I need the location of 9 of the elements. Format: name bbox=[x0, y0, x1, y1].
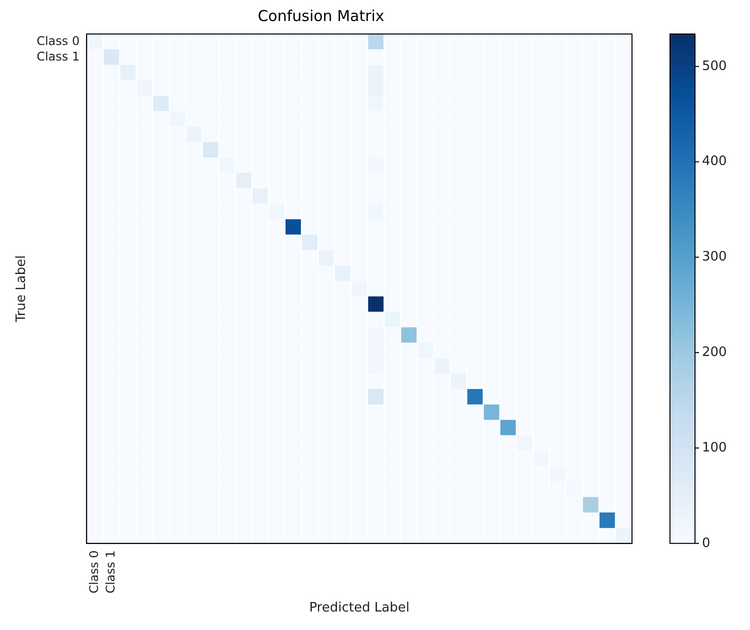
color-bar-label: 400 bbox=[702, 154, 727, 170]
y-axis-title: True Label bbox=[14, 255, 30, 324]
color-bar-label: 100 bbox=[702, 440, 727, 456]
chart-title: Confusion Matrix bbox=[258, 6, 384, 25]
color-bar-label: 300 bbox=[702, 250, 727, 265]
color-bar-label: 0 bbox=[702, 536, 710, 551]
x-axis-title: Predicted Label bbox=[309, 600, 410, 616]
color-bar-label: 200 bbox=[702, 344, 727, 360]
color-bar-label: 500 bbox=[702, 58, 727, 74]
